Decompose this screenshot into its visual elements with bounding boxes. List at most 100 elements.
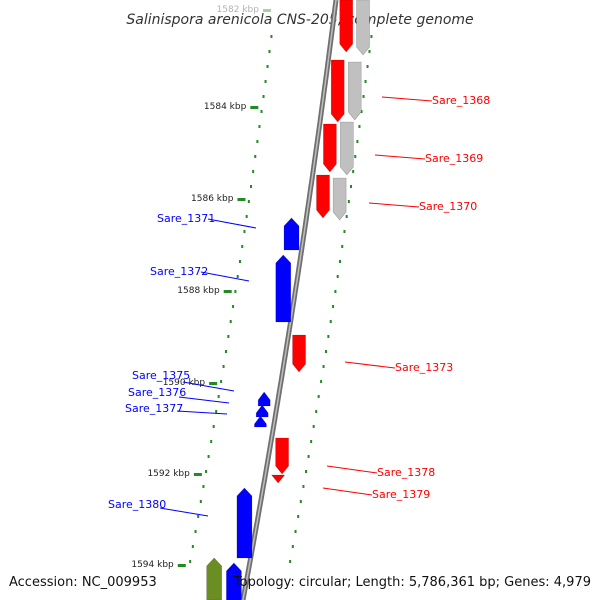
reverse-gene-arrow xyxy=(275,254,292,323)
tick-dot xyxy=(229,320,232,323)
tick-dot xyxy=(362,95,365,98)
reverse-gene-arrow xyxy=(226,562,242,600)
tick-dot xyxy=(327,335,330,338)
genome-summary-text: Topology: circular; Length: 5,786,361 bp… xyxy=(233,575,591,590)
tick-mark xyxy=(193,473,202,476)
tick-dot xyxy=(350,185,353,188)
tick-dot xyxy=(289,560,292,563)
tick-dot xyxy=(345,215,348,218)
tick-dot xyxy=(338,260,341,263)
reverse-gene-arrow xyxy=(283,217,300,251)
gene-leader-line xyxy=(178,396,230,404)
tick-dot xyxy=(217,395,220,398)
tick-dot xyxy=(315,410,318,413)
gene-leader-line xyxy=(368,202,420,208)
tick-dot xyxy=(224,350,227,353)
tick-dot xyxy=(366,65,369,68)
gene-leader-line xyxy=(344,361,396,369)
tick-dot xyxy=(191,545,194,548)
gene-features xyxy=(206,0,370,600)
tick-dot xyxy=(220,380,223,383)
gene-label: Sare_1373 xyxy=(395,361,453,374)
gene-leader-line xyxy=(200,271,250,282)
tick-dot xyxy=(236,275,239,278)
tick-dot xyxy=(332,305,335,308)
tick-dot xyxy=(294,530,297,533)
tick-dot xyxy=(270,35,273,38)
tick-label: 1586 kbp xyxy=(191,194,234,204)
tick-dot xyxy=(268,50,271,53)
tick-mark xyxy=(177,564,186,567)
gene-label: Sare_1376 xyxy=(128,386,186,399)
tick-dot xyxy=(247,200,250,203)
tick-dot xyxy=(258,125,261,128)
gene-label: Sare_1372 xyxy=(150,265,208,278)
gene-leader-line xyxy=(374,154,426,160)
tick-dot xyxy=(238,260,241,263)
tick-dot xyxy=(252,170,255,173)
tick-label: 1590 kbp xyxy=(163,378,206,388)
tick-mark xyxy=(209,382,218,385)
tick-label: 1582 kbp xyxy=(217,5,260,15)
tick-dot xyxy=(360,110,363,113)
reverse-gene-arrow xyxy=(255,404,269,418)
tick-dot xyxy=(343,230,346,233)
gene-label: Sare_1375 xyxy=(132,369,190,382)
gene-label: Sare_1369 xyxy=(425,152,483,165)
backbone-arc xyxy=(240,0,339,600)
tick-dot xyxy=(250,185,253,188)
tick-dot xyxy=(232,305,235,308)
tick-mark xyxy=(223,290,232,293)
tick-mark xyxy=(237,198,246,201)
tick-dot xyxy=(202,485,205,488)
tick-dot xyxy=(215,410,218,413)
tick-dot xyxy=(334,290,337,293)
map-title: Salinispora arenicola CNS-205, complete … xyxy=(126,12,473,28)
gene-leader-line xyxy=(159,507,209,517)
tick-label: 1584 kbp xyxy=(204,102,247,112)
gene-label: Sare_1368 xyxy=(432,94,490,107)
tick-dot xyxy=(358,125,361,128)
forward-gene-arrow xyxy=(275,437,289,475)
tick-dot xyxy=(317,395,320,398)
reverse-gene-arrow xyxy=(257,391,271,407)
tick-dot xyxy=(264,80,267,83)
tick-dot xyxy=(297,515,300,518)
tick-dot xyxy=(336,275,339,278)
forward-gene-arrow xyxy=(339,0,354,53)
tick-dot xyxy=(299,500,302,503)
kbp-ticks: 1582 kbp 1584 kbp 1586 kbp 1588 kbp 1590 kbp… xyxy=(131,5,271,570)
tick-dot xyxy=(227,335,230,338)
gene-label: Sare_1378 xyxy=(377,466,435,479)
tick-dot xyxy=(189,560,192,563)
accession-text: Accession: NC_009953 xyxy=(9,575,157,590)
tick-label: 1594 kbp xyxy=(131,560,174,570)
gene-labels: Sare_1368 Sare_1369 Sare_1370 Sare_1371 Sare… xyxy=(108,94,490,517)
tick-dot-rings xyxy=(189,35,373,563)
gene-label: Sare_1379 xyxy=(372,488,430,501)
other-gene-arrow xyxy=(332,177,347,221)
tick-dot xyxy=(197,515,200,518)
tick-dot xyxy=(234,290,237,293)
tick-dot xyxy=(324,350,327,353)
gene-leader-line xyxy=(381,96,433,102)
tick-dot xyxy=(222,365,225,368)
tick-dot xyxy=(210,440,213,443)
tick-dot xyxy=(262,95,265,98)
green-gene-arrow xyxy=(206,557,222,600)
gene-label: Sare_1380 xyxy=(108,498,166,511)
tick-dot xyxy=(241,245,244,248)
tick-dot xyxy=(354,155,357,158)
gene-leader-line xyxy=(207,218,257,229)
tick-dot xyxy=(347,200,350,203)
backbone-highlight xyxy=(242,0,337,600)
tick-dot xyxy=(205,470,208,473)
tick-dot xyxy=(266,65,269,68)
tick-mark xyxy=(250,106,259,109)
other-gene-arrow xyxy=(340,121,354,176)
tick-label: 1592 kbp xyxy=(147,469,190,479)
other-gene-arrow xyxy=(347,61,362,121)
gene-label: Sare_1377 xyxy=(125,402,183,415)
forward-gene-arrow xyxy=(323,123,337,173)
